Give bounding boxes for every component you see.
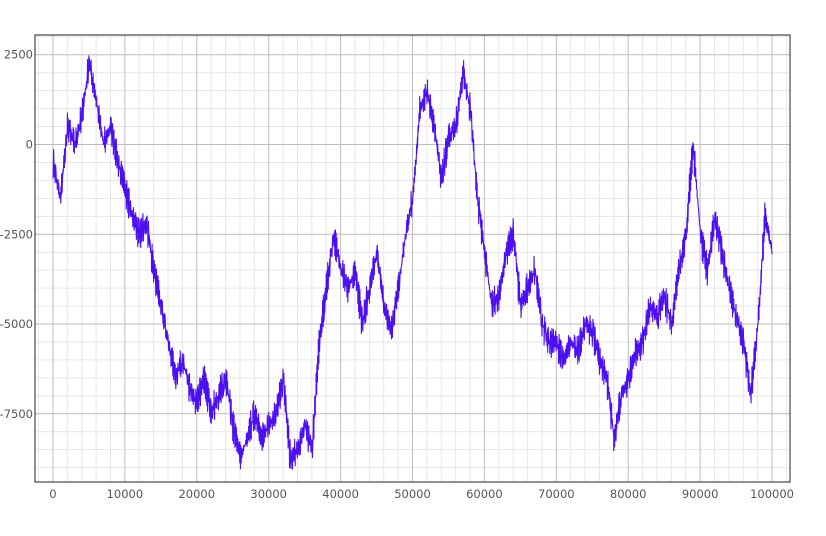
x-tick-label: 60000 (466, 487, 503, 501)
x-axis-tick-labels: 0 10000 20000 30000 40000 50000 60000 70000 8000… (49, 487, 794, 501)
x-tick-label: 80000 (610, 487, 647, 501)
x-tick-label: 50000 (394, 487, 431, 501)
y-tick-label: 2500 (4, 48, 33, 62)
y-axis-tick-labels: 2500 0 -2500 -5000 -7500 (0, 48, 33, 421)
major-grid (35, 35, 790, 482)
series-line (52, 55, 773, 470)
x-tick-label: 10000 (107, 487, 144, 501)
plot-frame (34, 34, 791, 483)
x-tick-label: 40000 (322, 487, 359, 501)
y-tick-label: 0 (26, 138, 33, 152)
series-layer (52, 55, 773, 470)
y-tick-label: -7500 (0, 407, 33, 421)
x-tick-label: 90000 (682, 487, 719, 501)
x-tick-label: 100000 (750, 487, 794, 501)
y-tick-label: -2500 (0, 227, 33, 241)
y-tick-label: -5000 (0, 317, 33, 331)
x-tick-label: 70000 (538, 487, 575, 501)
x-tick-label: 20000 (178, 487, 215, 501)
x-tick-label: 0 (49, 487, 56, 501)
x-tick-label: 30000 (250, 487, 287, 501)
